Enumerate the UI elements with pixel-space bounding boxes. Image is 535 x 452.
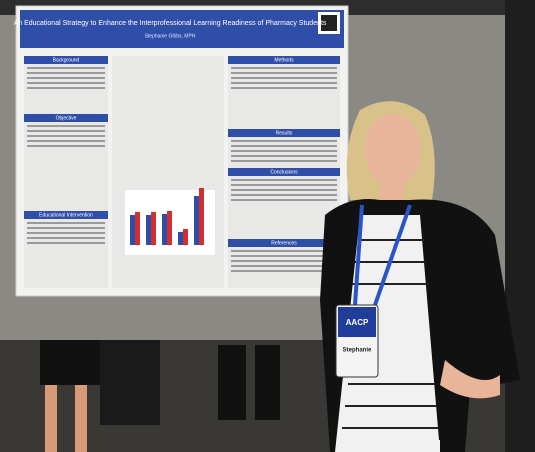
hand — [440, 360, 500, 399]
section-heading: Objective — [56, 115, 77, 121]
poster-title: An Educational Strategy to Enhance the I… — [14, 20, 327, 27]
section-heading-bar — [24, 114, 108, 122]
figure-bar — [167, 211, 172, 245]
text-line — [27, 135, 105, 137]
striped-top — [335, 215, 440, 452]
text-line — [231, 87, 337, 89]
bystander-leg — [45, 385, 57, 452]
section-heading-bar — [228, 56, 340, 64]
section-heading: References — [271, 240, 297, 246]
section-heading: Results — [276, 130, 293, 136]
text-line — [231, 72, 337, 74]
text-line — [27, 67, 105, 69]
text-line — [27, 227, 105, 229]
badge-org: AACP — [346, 318, 369, 327]
text-line — [231, 265, 337, 267]
text-line — [231, 250, 337, 252]
bystander-skirt — [40, 340, 100, 385]
text-line — [231, 189, 337, 191]
figure-bar — [183, 229, 188, 245]
figure-bar — [151, 212, 156, 245]
poster-authors: Stephanie Gibbs, MPH — [145, 33, 196, 39]
figure-bar — [194, 196, 199, 245]
text-line — [231, 67, 337, 69]
text-line — [231, 199, 337, 201]
bystander-trousers — [100, 340, 160, 425]
text-line — [231, 150, 337, 152]
text-line — [231, 270, 337, 272]
text-line — [231, 255, 337, 257]
qr-code-inner — [321, 15, 337, 31]
text-line — [231, 179, 337, 181]
poster: An Educational Strategy to Enhance the I… — [14, 5, 349, 297]
column — [24, 56, 108, 288]
bystander-leg — [75, 385, 87, 452]
presenter: AACP Stephanie — [320, 101, 520, 452]
text-line — [231, 140, 337, 142]
figure-bar — [135, 212, 140, 245]
figure-bar — [130, 215, 135, 245]
text-line — [231, 194, 337, 196]
section-heading: Conclusions — [270, 169, 298, 175]
badge-name: Stephanie — [343, 348, 372, 354]
badge-header — [338, 307, 376, 337]
text-line — [27, 72, 105, 74]
face — [365, 114, 421, 186]
bystander-leg — [218, 345, 246, 420]
figure-bar — [162, 214, 167, 245]
poster-header — [20, 10, 344, 48]
figure-bar — [178, 232, 183, 245]
text-line — [231, 145, 337, 147]
section-heading-bar — [228, 168, 340, 176]
section-heading-bar — [24, 211, 108, 219]
text-line — [27, 242, 105, 244]
figure-bar — [146, 215, 151, 245]
section-heading-bar — [24, 56, 108, 64]
text-line — [231, 155, 337, 157]
text-line — [27, 125, 105, 127]
section-heading: Methods — [274, 57, 294, 63]
text-line — [27, 87, 105, 89]
text-line — [231, 82, 337, 84]
section-heading-bar — [228, 129, 340, 137]
text-line — [231, 260, 337, 262]
skirt-hem — [360, 440, 440, 452]
text-line — [27, 140, 105, 142]
text-line — [231, 160, 337, 162]
right-edge — [505, 0, 535, 452]
text-line — [231, 77, 337, 79]
section-heading-bar — [228, 239, 340, 247]
bystander-leg — [255, 345, 280, 420]
text-line — [27, 145, 105, 147]
bar-figure — [125, 188, 215, 255]
text-line — [27, 82, 105, 84]
lanyard — [353, 204, 412, 306]
text-line — [27, 237, 105, 239]
section-heading: Background — [53, 57, 80, 63]
figure-bar — [199, 188, 204, 245]
text-line — [27, 222, 105, 224]
poster-body: Background Objective Methods Results Conclus… — [24, 56, 340, 288]
section-heading: Educational Intervention — [39, 212, 93, 218]
text-line — [231, 184, 337, 186]
text-line — [27, 232, 105, 234]
text-line — [27, 130, 105, 132]
text-line — [27, 77, 105, 79]
